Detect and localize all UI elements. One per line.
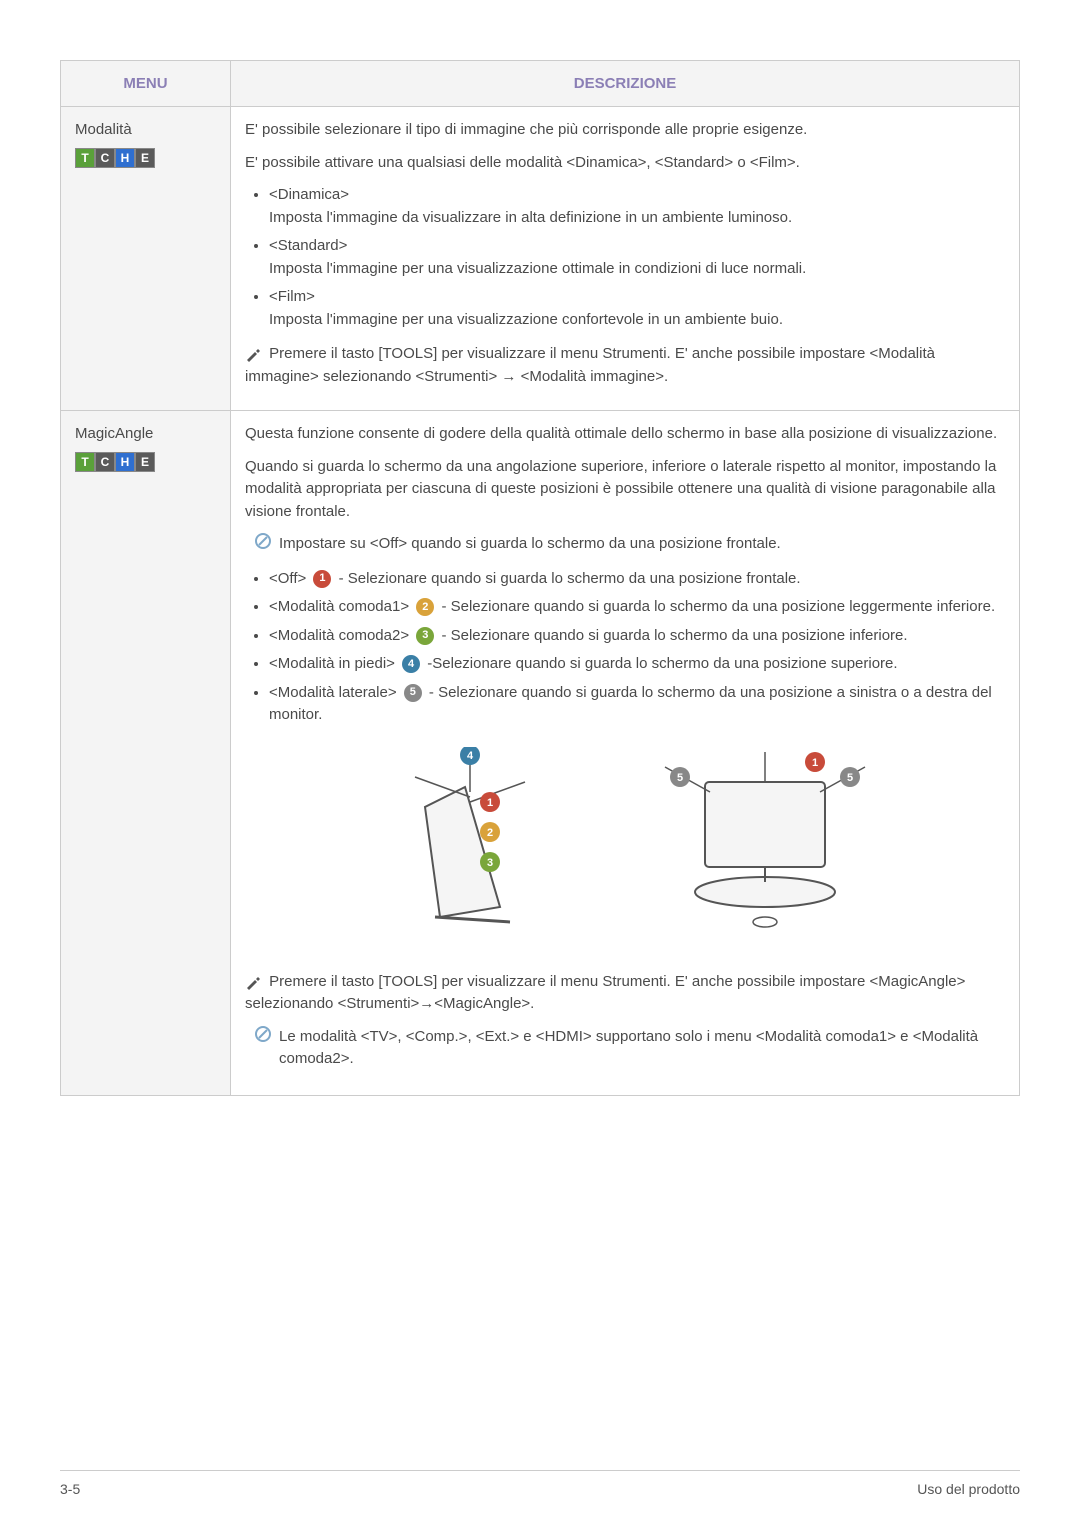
circle-2-icon: 2 xyxy=(416,598,434,616)
svg-text:4: 4 xyxy=(467,750,474,762)
menu-table: MENU DESCRIZIONE Modalità T C H E E' pos… xyxy=(60,60,1020,1096)
svg-text:5: 5 xyxy=(847,772,853,784)
footer-right: Uso del prodotto xyxy=(917,1481,1020,1497)
item-title: <Standard> xyxy=(269,237,347,254)
menu-label: Modalità xyxy=(75,119,216,142)
diagram-front-icon: 1 5 5 xyxy=(650,747,880,947)
desc-cell-modalita: E' possibile selezionare il tipo di imma… xyxy=(231,107,1020,411)
badge-t: T xyxy=(75,148,95,168)
badge-h: H xyxy=(115,452,135,472)
svg-text:3: 3 xyxy=(487,857,493,869)
page: MENU DESCRIZIONE Modalità T C H E E' pos… xyxy=(0,0,1080,1096)
opt-post: -Selezionare quando si guarda lo schermo… xyxy=(427,655,897,672)
note-block: Le modalità <TV>, <Comp.>, <Ext.> e <HDM… xyxy=(255,1026,1005,1071)
menu-label: MagicAngle xyxy=(75,423,216,446)
menu-cell-modalita: Modalità T C H E xyxy=(61,107,231,411)
header-descrizione: DESCRIZIONE xyxy=(231,61,1020,107)
footer-left: 3-5 xyxy=(60,1481,80,1497)
svg-text:1: 1 xyxy=(487,797,493,809)
item-title: <Dinamica> xyxy=(269,186,349,203)
opt-pre: <Modalità comoda1> xyxy=(269,598,413,615)
diagram-container: 4 1 2 3 xyxy=(245,747,1005,947)
opt-pre: <Modalità in piedi> xyxy=(269,655,399,672)
tools-text: Premere il tasto [TOOLS] per visualizzar… xyxy=(245,345,935,385)
opt-post: - Selezionare quando si guarda lo scherm… xyxy=(441,627,907,644)
opt-pre: <Modalità laterale> xyxy=(269,684,401,701)
list-item: <Standard> Imposta l'immagine per una vi… xyxy=(269,235,1005,280)
note-icon xyxy=(255,1026,271,1042)
diagram-side-icon: 4 1 2 3 xyxy=(370,747,570,947)
item-title: <Film> xyxy=(269,288,315,305)
badge-group: T C H E xyxy=(75,148,216,168)
tools-note: Premere il tasto [TOOLS] per visualizzar… xyxy=(245,343,1005,388)
badge-e: E xyxy=(135,148,155,168)
list-item: <Modalità comoda2> 3 - Selezionare quand… xyxy=(269,625,1005,648)
badge-h: H xyxy=(115,148,135,168)
paragraph: E' possibile attivare una qualsiasi dell… xyxy=(245,152,1005,175)
item-text: Imposta l'immagine da visualizzare in al… xyxy=(269,209,792,226)
item-text: Imposta l'immagine per una visualizzazio… xyxy=(269,311,783,328)
badge-e: E xyxy=(135,452,155,472)
list-item: <Modalità in piedi> 4 -Selezionare quand… xyxy=(269,653,1005,676)
badge-c: C xyxy=(95,452,115,472)
page-footer: 3-5 Uso del prodotto xyxy=(60,1470,1020,1497)
list-item: <Off> 1 - Selezionare quando si guarda l… xyxy=(269,568,1005,591)
list-item: <Modalità laterale> 5 - Selezionare quan… xyxy=(269,682,1005,727)
list-item: <Modalità comoda1> 2 - Selezionare quand… xyxy=(269,596,1005,619)
badge-group: T C H E xyxy=(75,452,216,472)
circle-1-icon: 1 xyxy=(313,570,331,588)
menu-cell-magicangle: MagicAngle T C H E xyxy=(61,411,231,1096)
header-menu: MENU xyxy=(61,61,231,107)
note-block: Impostare su <Off> quando si guarda lo s… xyxy=(255,533,1005,556)
list-item: <Dinamica> Imposta l'immagine da visuali… xyxy=(269,184,1005,229)
circle-4-icon: 4 xyxy=(402,655,420,673)
tools-note: Premere il tasto [TOOLS] per visualizzar… xyxy=(245,971,1005,1016)
tools-icon xyxy=(245,347,261,361)
opt-post: - Selezionare quando si guarda lo scherm… xyxy=(339,570,801,587)
tools-icon xyxy=(245,975,261,989)
circle-3-icon: 3 xyxy=(416,627,434,645)
svg-text:2: 2 xyxy=(487,827,493,839)
table-row: Modalità T C H E E' possibile selezionar… xyxy=(61,107,1020,411)
table-row: MagicAngle T C H E Questa funzione conse… xyxy=(61,411,1020,1096)
note-icon xyxy=(255,533,271,549)
circle-5-icon: 5 xyxy=(404,684,422,702)
list-item: <Film> Imposta l'immagine per una visual… xyxy=(269,286,1005,331)
bullet-list: <Dinamica> Imposta l'immagine da visuali… xyxy=(245,184,1005,331)
badge-c: C xyxy=(95,148,115,168)
desc-cell-magicangle: Questa funzione consente di godere della… xyxy=(231,411,1020,1096)
badge-t: T xyxy=(75,452,95,472)
tools-text: Premere il tasto [TOOLS] per visualizzar… xyxy=(245,973,965,1013)
bullet-list: <Off> 1 - Selezionare quando si guarda l… xyxy=(245,568,1005,727)
paragraph: Questa funzione consente di godere della… xyxy=(245,423,1005,446)
paragraph: Quando si guarda lo schermo da una angol… xyxy=(245,456,1005,524)
svg-text:1: 1 xyxy=(812,757,818,769)
note-text: Impostare su <Off> quando si guarda lo s… xyxy=(279,533,1005,556)
opt-pre: <Modalità comoda2> xyxy=(269,627,413,644)
note-text: Le modalità <TV>, <Comp.>, <Ext.> e <HDM… xyxy=(279,1026,1005,1071)
paragraph: E' possibile selezionare il tipo di imma… xyxy=(245,119,1005,142)
opt-pre: <Off> xyxy=(269,570,310,587)
item-text: Imposta l'immagine per una visualizzazio… xyxy=(269,260,806,277)
table-header-row: MENU DESCRIZIONE xyxy=(61,61,1020,107)
opt-post: - Selezionare quando si guarda lo scherm… xyxy=(441,598,995,615)
svg-text:5: 5 xyxy=(677,772,683,784)
